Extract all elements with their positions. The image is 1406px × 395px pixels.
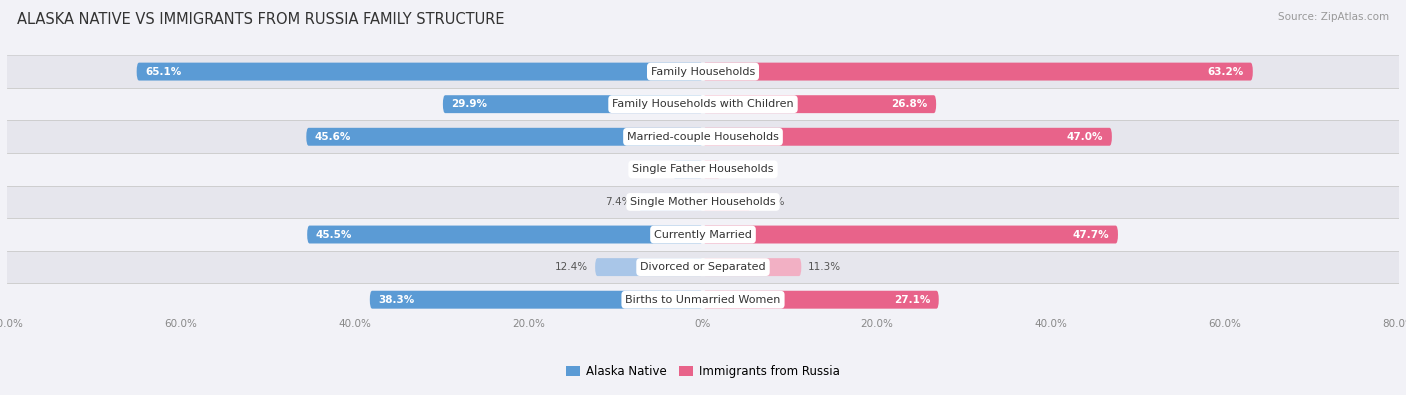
FancyBboxPatch shape xyxy=(7,284,1399,316)
Text: 12.4%: 12.4% xyxy=(555,262,588,272)
Text: 47.7%: 47.7% xyxy=(1073,229,1109,239)
FancyBboxPatch shape xyxy=(7,218,1399,251)
FancyBboxPatch shape xyxy=(703,95,936,113)
FancyBboxPatch shape xyxy=(307,226,703,243)
Text: Family Households: Family Households xyxy=(651,67,755,77)
FancyBboxPatch shape xyxy=(7,120,1399,153)
Text: Married-couple Households: Married-couple Households xyxy=(627,132,779,142)
FancyBboxPatch shape xyxy=(703,160,720,178)
FancyBboxPatch shape xyxy=(595,258,703,276)
FancyBboxPatch shape xyxy=(703,128,1112,146)
FancyBboxPatch shape xyxy=(703,226,1118,243)
Text: 5.5%: 5.5% xyxy=(758,197,785,207)
Text: 11.3%: 11.3% xyxy=(808,262,841,272)
FancyBboxPatch shape xyxy=(136,63,703,81)
Text: 45.6%: 45.6% xyxy=(315,132,352,142)
FancyBboxPatch shape xyxy=(703,258,801,276)
Text: 65.1%: 65.1% xyxy=(145,67,181,77)
Text: 47.0%: 47.0% xyxy=(1067,132,1104,142)
Text: Single Mother Households: Single Mother Households xyxy=(630,197,776,207)
Text: 29.9%: 29.9% xyxy=(451,99,488,109)
Text: 63.2%: 63.2% xyxy=(1208,67,1244,77)
FancyBboxPatch shape xyxy=(703,291,939,308)
FancyBboxPatch shape xyxy=(703,63,1253,81)
Text: 38.3%: 38.3% xyxy=(378,295,415,305)
FancyBboxPatch shape xyxy=(703,193,751,211)
Text: 27.1%: 27.1% xyxy=(894,295,929,305)
Text: Family Households with Children: Family Households with Children xyxy=(612,99,794,109)
Text: ALASKA NATIVE VS IMMIGRANTS FROM RUSSIA FAMILY STRUCTURE: ALASKA NATIVE VS IMMIGRANTS FROM RUSSIA … xyxy=(17,12,505,27)
FancyBboxPatch shape xyxy=(443,95,703,113)
Legend: Alaska Native, Immigrants from Russia: Alaska Native, Immigrants from Russia xyxy=(561,361,845,383)
Text: 3.5%: 3.5% xyxy=(640,164,665,174)
Text: 45.5%: 45.5% xyxy=(316,229,353,239)
FancyBboxPatch shape xyxy=(7,153,1399,186)
FancyBboxPatch shape xyxy=(7,55,1399,88)
Text: 26.8%: 26.8% xyxy=(891,99,928,109)
Text: Births to Unmarried Women: Births to Unmarried Women xyxy=(626,295,780,305)
Text: Divorced or Separated: Divorced or Separated xyxy=(640,262,766,272)
FancyBboxPatch shape xyxy=(7,251,1399,284)
Text: Single Father Households: Single Father Households xyxy=(633,164,773,174)
FancyBboxPatch shape xyxy=(7,186,1399,218)
FancyBboxPatch shape xyxy=(370,291,703,308)
Text: 2.0%: 2.0% xyxy=(727,164,754,174)
Text: Currently Married: Currently Married xyxy=(654,229,752,239)
FancyBboxPatch shape xyxy=(7,88,1399,120)
FancyBboxPatch shape xyxy=(638,193,703,211)
FancyBboxPatch shape xyxy=(672,160,703,178)
Text: 7.4%: 7.4% xyxy=(605,197,631,207)
Text: Source: ZipAtlas.com: Source: ZipAtlas.com xyxy=(1278,12,1389,22)
FancyBboxPatch shape xyxy=(307,128,703,146)
